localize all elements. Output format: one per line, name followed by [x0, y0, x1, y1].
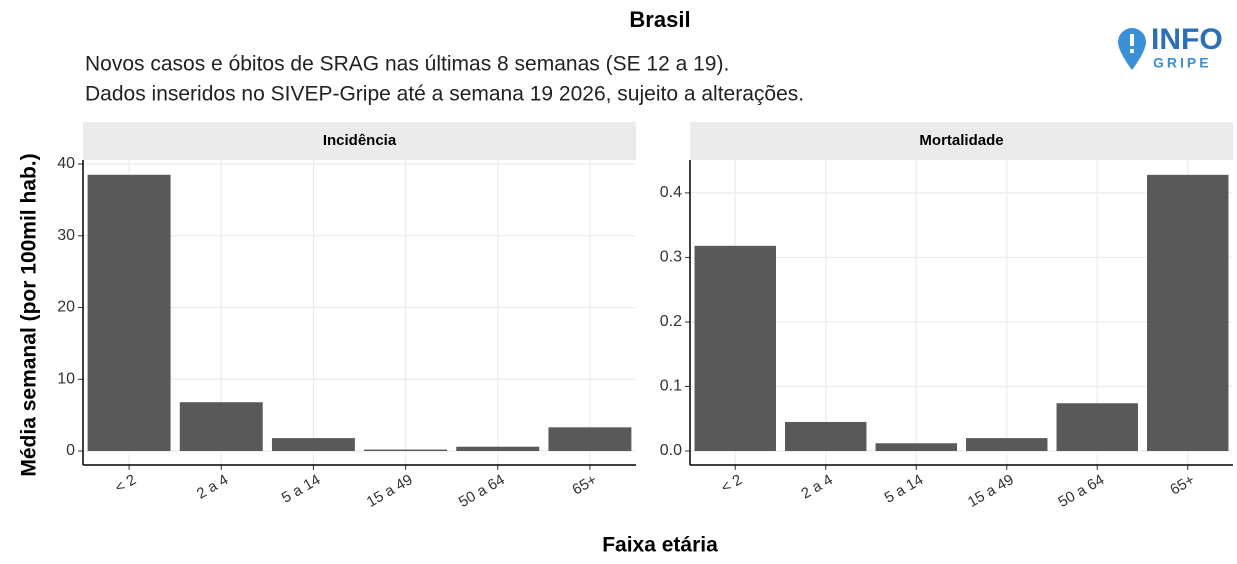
logo-text: INFO: [1151, 23, 1223, 56]
strip: [690, 122, 1233, 160]
y-tick-label: 20: [57, 299, 75, 316]
x-tick-label: 50 a 64: [456, 471, 508, 511]
y-tick-label: 0.1: [660, 378, 682, 395]
logo-text: GRIPE: [1153, 55, 1212, 71]
y-tick-label: 40: [57, 155, 75, 172]
y-tick-label: 0: [66, 442, 75, 459]
y-tick-label: 0.2: [660, 313, 682, 330]
logo-mark: [1130, 49, 1134, 53]
x-tick-label: 5 a 14: [882, 471, 927, 507]
x-tick-label: 65+: [1167, 471, 1198, 499]
x-tick-label: < 2: [718, 471, 745, 496]
x-tick-label: 5 a 14: [279, 471, 324, 507]
subtitle: Dados inseridos no SIVEP-Gripe até a sem…: [85, 83, 804, 106]
bar: [785, 421, 867, 451]
x-tick-label: 15 a 49: [364, 471, 416, 511]
x-tick-label: 15 a 49: [965, 471, 1017, 511]
logo-mark: [1130, 34, 1134, 46]
bar: [1056, 403, 1138, 451]
subtitle: Novos casos e óbitos de SRAG nas últimas…: [85, 53, 729, 76]
bar: [87, 174, 171, 452]
y-tick-label: 10: [57, 370, 75, 387]
x-tick-label: 2 a 4: [798, 471, 835, 502]
chart-title: Brasil: [629, 7, 690, 32]
y-tick-label: 0.4: [660, 184, 682, 201]
bar: [179, 402, 263, 452]
bar: [1147, 174, 1229, 451]
y-tick-label: 0.3: [660, 249, 682, 266]
bar: [966, 438, 1048, 451]
bar: [456, 446, 540, 452]
y-tick-label: 0.0: [660, 442, 682, 459]
x-tick-label: 65+: [569, 471, 600, 499]
panel-title: Mortalidade: [919, 132, 1003, 149]
bar: [875, 443, 957, 451]
y-tick-label: 30: [57, 227, 75, 244]
x-tick-label: 2 a 4: [194, 471, 231, 502]
x-axis-label: Faixa etária: [602, 534, 718, 557]
panel-title: Incidência: [323, 132, 397, 149]
bar: [694, 245, 776, 451]
x-tick-label: < 2: [112, 471, 139, 496]
logo: INFO GRIPE: [1118, 23, 1223, 71]
x-tick-label: 50 a 64: [1055, 471, 1107, 511]
strip: [83, 122, 636, 160]
bar: [364, 449, 448, 452]
bar: [548, 427, 632, 452]
bar: [271, 438, 355, 452]
y-axis-label: Média semanal (por 100mil hab.): [18, 153, 41, 476]
